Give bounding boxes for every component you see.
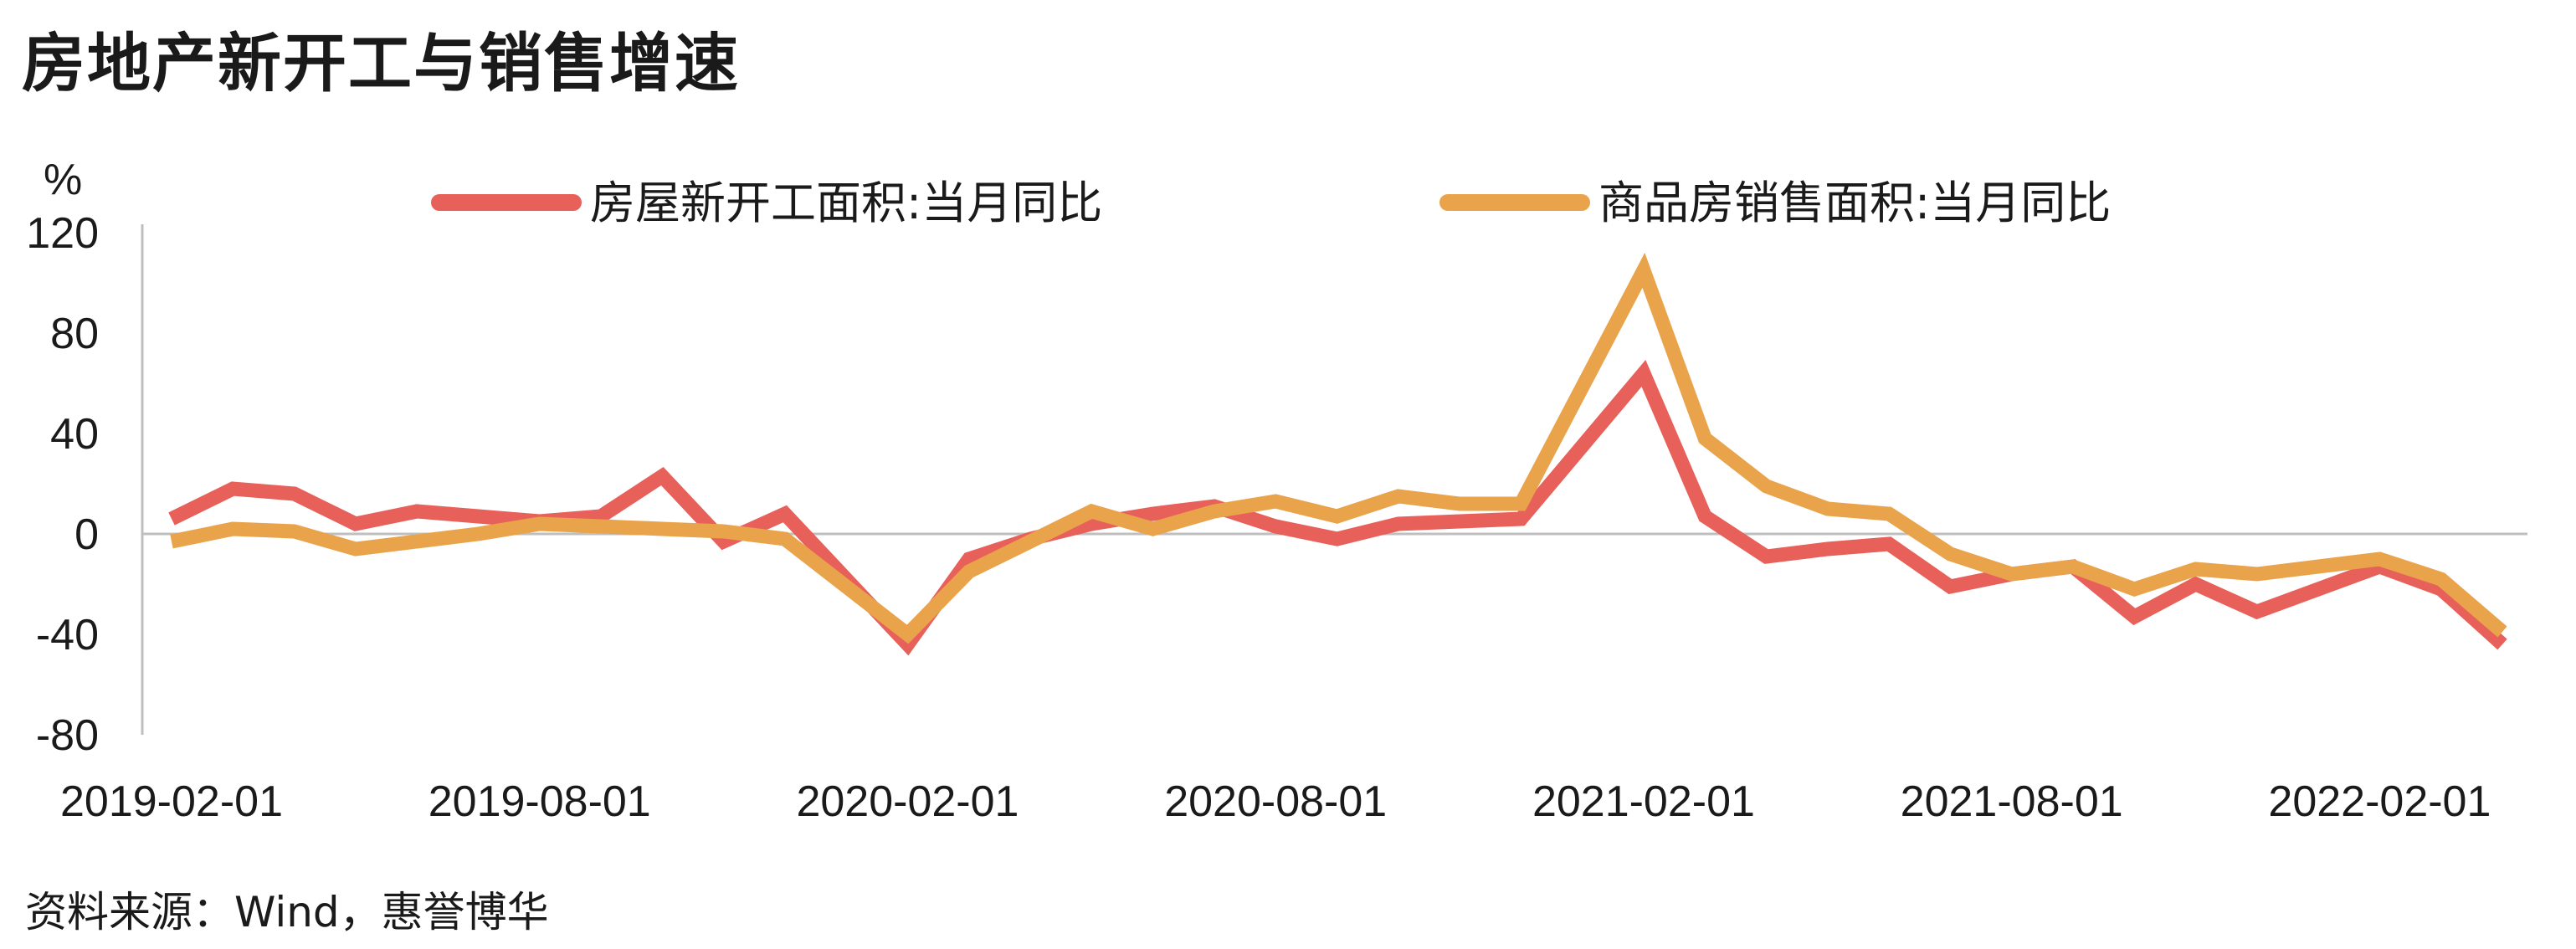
y-axis-unit: % <box>44 156 82 204</box>
x-tick-label: 2021-02-01 <box>1532 777 1755 826</box>
x-tick-label: 2021-08-01 <box>1901 777 2123 826</box>
chart-title: 房地产新开工与销售增速 <box>22 26 740 100</box>
legend: 房屋新开工面积:当月同比 商品房销售面积:当月同比 <box>431 177 2111 229</box>
axes: % 120 80 40 0 -40 -80 2019-02-01 2019-08-01 2020-… <box>26 156 2527 826</box>
y-tick-label: -40 <box>36 611 99 659</box>
y-tick-label: -80 <box>36 711 99 760</box>
series-line-2 <box>170 253 2507 644</box>
series-line-1 <box>168 359 2507 656</box>
legend-label: 商品房销售面积:当月同比 <box>1598 177 2111 229</box>
x-tick-label: 2022-02-01 <box>2268 777 2491 826</box>
y-tick-label: 80 <box>50 310 99 358</box>
legend-label: 房屋新开工面积:当月同比 <box>590 177 1102 229</box>
x-tick-label: 2020-02-01 <box>796 777 1019 826</box>
x-tick-label: 2019-08-01 <box>428 777 651 826</box>
source-note: 资料来源：Wind，惠誉博华 <box>25 888 549 936</box>
y-tick-label: 120 <box>26 209 99 258</box>
line-chart: % 120 80 40 0 -40 -80 2019-02-01 2019-08-01 2020-… <box>26 156 2527 826</box>
series-lines <box>168 253 2507 656</box>
y-tick-label: 0 <box>74 510 99 559</box>
x-tick-label: 2020-08-01 <box>1164 777 1387 826</box>
x-tick-label: 2019-02-01 <box>60 777 283 826</box>
y-tick-label: 40 <box>50 410 99 459</box>
